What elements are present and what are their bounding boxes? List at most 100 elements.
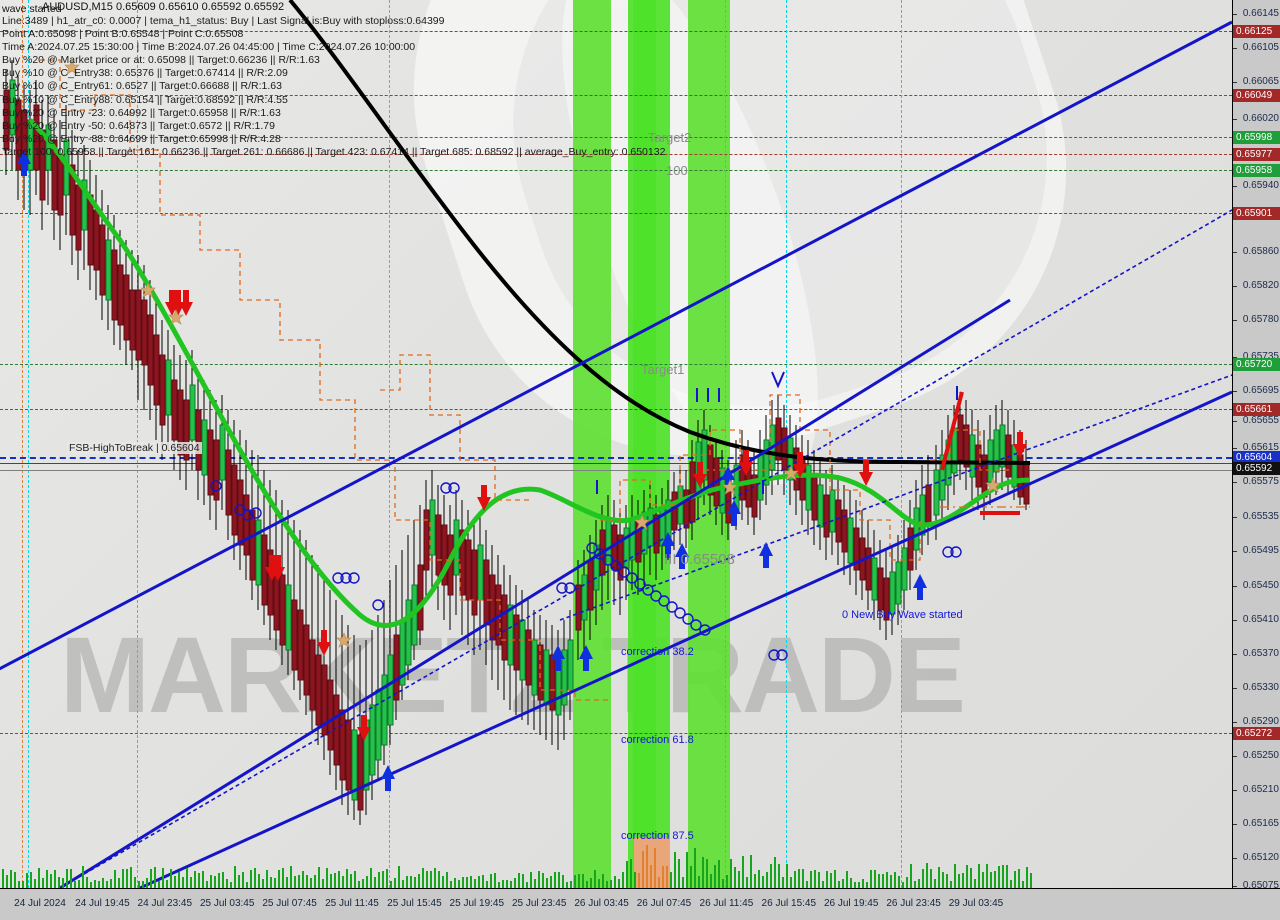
- volume-bar: [298, 874, 300, 888]
- volume-bar: [538, 870, 540, 888]
- volume-bar: [990, 872, 992, 888]
- volume-bar: [666, 866, 668, 888]
- volume-bar: [354, 870, 356, 888]
- volume-bar: [330, 873, 332, 888]
- price-label-badge: 0.65901: [1233, 207, 1280, 220]
- volume-bar: [386, 869, 388, 888]
- volume-bar: [954, 864, 956, 888]
- volume-bar: [54, 869, 56, 888]
- volume-bar: [186, 868, 188, 888]
- overlay-label: 0 New Buy Wave started: [842, 609, 963, 621]
- volume-bar: [318, 867, 320, 888]
- volume-bar: [906, 877, 908, 888]
- volume-bar: [978, 864, 980, 888]
- volume-bar: [422, 867, 424, 888]
- volume-bar: [698, 876, 700, 888]
- volume-bar: [190, 877, 192, 888]
- volume-bar: [478, 876, 480, 888]
- volume-bar: [90, 881, 92, 888]
- volume-bar: [154, 867, 156, 888]
- price-axis-tick: 0.65655: [1242, 415, 1279, 426]
- volume-bar: [830, 873, 832, 888]
- price-axis-tick: 0.65535: [1242, 511, 1279, 522]
- volume-bar: [50, 874, 52, 888]
- volume-bar: [138, 881, 140, 888]
- volume-bar: [842, 878, 844, 888]
- grid-line-cyan: [901, 0, 902, 888]
- price-axis-tickmark: [1233, 320, 1237, 321]
- volume-bar: [182, 876, 184, 888]
- volume-bar: [466, 877, 468, 888]
- volume-bar: [134, 876, 136, 888]
- grid-line-green: [0, 170, 1232, 171]
- volume-bar: [458, 880, 460, 888]
- last-price-line: [0, 470, 1232, 471]
- price-axis-tick: 0.65120: [1242, 852, 1279, 863]
- volume-bar: [462, 876, 464, 888]
- price-axis-tickmark: [1233, 620, 1237, 621]
- volume-bar: [570, 880, 572, 888]
- volume-bar: [394, 878, 396, 888]
- time-axis[interactable]: 24 Jul 2024 24 Jul 19:45 24 Jul 23:45 25 Ju…: [0, 888, 1280, 920]
- volume-bar: [590, 878, 592, 888]
- volume-bar: [218, 872, 220, 888]
- volume-bar: [230, 881, 232, 888]
- price-axis-tickmark: [1233, 421, 1237, 422]
- price-axis-tickmark: [1233, 858, 1237, 859]
- volume-bar: [654, 848, 656, 888]
- volume-bar: [114, 869, 116, 888]
- volume-bar: [238, 875, 240, 888]
- volume-bar: [658, 877, 660, 888]
- volume-bar: [870, 869, 872, 888]
- price-axis-tickmark: [1233, 119, 1237, 120]
- volume-bar: [126, 868, 128, 888]
- info-line: Line:3489 | h1_atr_c0: 0.0007 | tema_h1_…: [2, 15, 445, 27]
- volume-bar: [802, 869, 804, 888]
- volume-bar: [490, 874, 492, 888]
- volume-bar: [874, 869, 876, 888]
- volume-bar: [78, 879, 80, 888]
- volume-bar: [402, 880, 404, 888]
- volume-bar: [678, 858, 680, 888]
- volume-bar: [730, 859, 732, 888]
- volume-bar: [118, 878, 120, 888]
- volume-bar: [42, 877, 44, 888]
- volume-bar: [582, 874, 584, 888]
- volume-bar: [102, 878, 104, 888]
- time-axis-tick: 25 Jul 23:45: [511, 898, 567, 909]
- volume-bar: [958, 873, 960, 888]
- volume-bar: [254, 867, 256, 888]
- volume-bar: [178, 872, 180, 888]
- volume-bar: [902, 881, 904, 888]
- volume-bar: [898, 876, 900, 888]
- price-axis[interactable]: 0.66145 0.66125 0.66105 0.66065 0.66049 0.660…: [1232, 0, 1280, 891]
- volume-bar: [790, 877, 792, 888]
- info-line: Buy %20 @ Entry -50: 0.64873 || Target:0…: [2, 119, 275, 132]
- price-chart-canvas[interactable]: MARKETZ TRADE: [0, 0, 1232, 888]
- volume-bar: [94, 880, 96, 888]
- volume-bar: [602, 873, 604, 888]
- volume-bar: [854, 881, 856, 888]
- info-line: Point A:0.65098 | Point B:0.65548 | Poin…: [2, 28, 244, 41]
- volume-bar: [470, 876, 472, 888]
- volume-bar: [286, 877, 288, 888]
- volume-bar: [550, 876, 552, 888]
- volume-bar: [18, 881, 20, 888]
- overlay-label: 100: [666, 163, 688, 178]
- price-axis-tickmark: [1233, 654, 1237, 655]
- volume-bar: [242, 871, 244, 888]
- grid-line-red: [0, 213, 1232, 214]
- strategy-info-panel: Line:3489 | h1_atr_c0: 0.0007 | tema_h1_…: [2, 15, 665, 159]
- volume-bar: [738, 870, 740, 888]
- price-axis-tickmark: [1233, 14, 1237, 15]
- volume-bar: [890, 875, 892, 888]
- volume-bar: [358, 880, 360, 888]
- volume-bar: [878, 874, 880, 888]
- volume-bar: [506, 880, 508, 888]
- price-axis-tickmark: [1233, 186, 1237, 187]
- volume-bar: [634, 871, 636, 888]
- price-axis-tickmark: [1233, 391, 1237, 392]
- volume-bar: [214, 876, 216, 888]
- fib-correction-label: correction 38.2: [621, 646, 694, 658]
- volume-bar: [662, 865, 664, 888]
